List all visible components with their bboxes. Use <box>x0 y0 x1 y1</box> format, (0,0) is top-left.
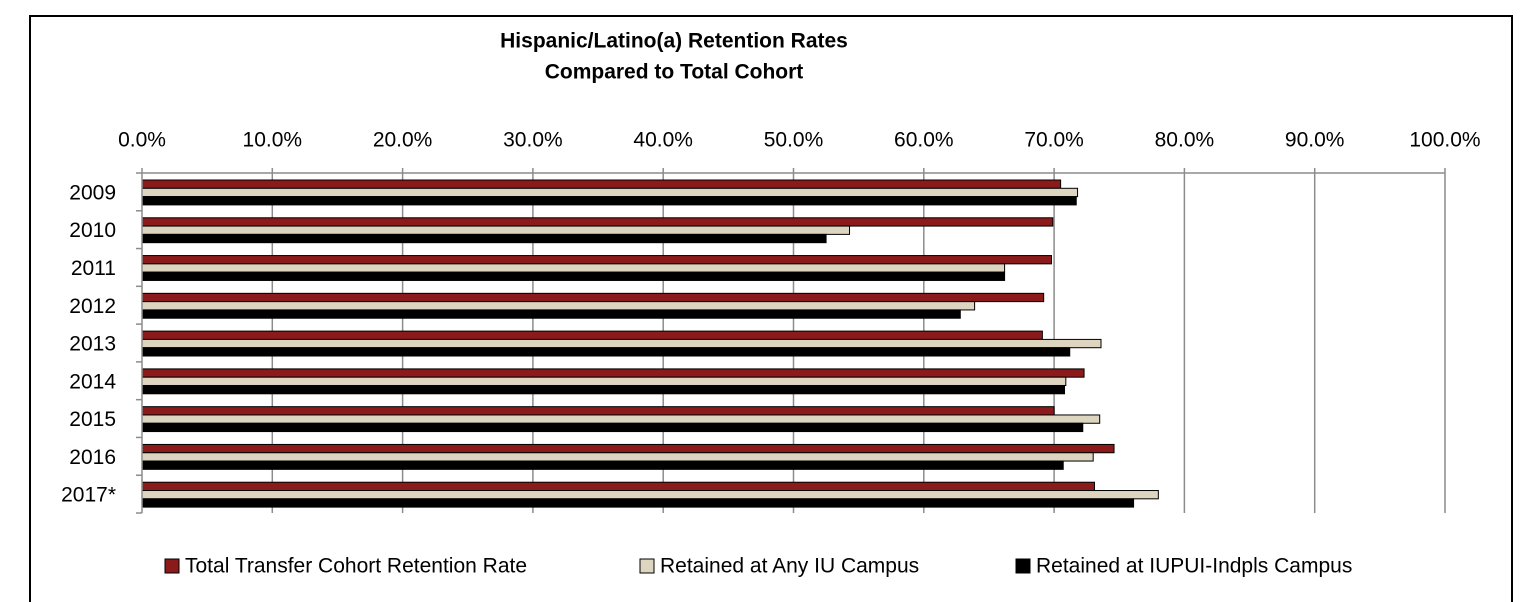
bar <box>141 301 976 311</box>
bar <box>141 271 1006 281</box>
bar <box>141 255 1052 265</box>
bar <box>141 196 1077 206</box>
x-tick-label: 80.0% <box>1155 129 1215 152</box>
y-tick-label: 2016 <box>69 446 116 469</box>
y-tick-label: 2012 <box>69 295 116 318</box>
bar <box>141 330 1043 340</box>
legend-label: Retained at Any IU Campus <box>660 555 919 578</box>
bar <box>141 498 1135 508</box>
bar <box>141 309 961 319</box>
bar <box>141 217 1054 227</box>
legend-swatch <box>164 558 180 574</box>
chart-title: Hispanic/Latino(a) Retention Rates <box>500 30 848 53</box>
bar <box>141 481 1095 492</box>
bar <box>141 384 1066 395</box>
x-tick-label: 10.0% <box>243 129 303 152</box>
bar <box>141 368 1085 378</box>
chart-subtitle: Compared to Total Cohort <box>545 61 804 84</box>
bar <box>141 452 1094 462</box>
x-tick-label: 60.0% <box>894 129 954 152</box>
y-tick-label: 2015 <box>69 408 116 431</box>
bar <box>141 179 1062 189</box>
x-tick-label: 20.0% <box>373 129 433 152</box>
x-tick-label: 50.0% <box>764 129 824 152</box>
bar <box>141 292 1045 303</box>
bar <box>141 187 1079 198</box>
y-tick-label: 2010 <box>69 219 116 242</box>
x-tick-label: 30.0% <box>503 129 563 152</box>
bar <box>141 406 1055 416</box>
y-tick-label: 2017* <box>61 484 116 507</box>
bar <box>141 443 1115 454</box>
bar <box>141 225 851 235</box>
bar <box>141 414 1101 424</box>
x-tick-label: 40.0% <box>633 129 693 152</box>
y-tick-label: 2014 <box>69 370 116 393</box>
bar <box>141 347 1071 357</box>
x-tick-label: 100.0% <box>1409 129 1480 152</box>
x-tick-label: 70.0% <box>1024 129 1084 152</box>
legend-label: Total Transfer Cohort Retention Rate <box>185 555 527 578</box>
bar <box>141 233 827 244</box>
x-tick-label: 0.0% <box>118 129 166 152</box>
bar <box>141 263 1006 273</box>
y-tick-label: 2013 <box>69 333 116 356</box>
bar <box>141 338 1102 349</box>
legend-swatch <box>639 558 655 574</box>
bar <box>141 460 1064 470</box>
y-tick-label: 2011 <box>71 257 116 280</box>
bar <box>141 422 1084 433</box>
chart-frame <box>29 15 1513 602</box>
bar <box>141 490 1159 500</box>
bar <box>141 376 1067 386</box>
legend-label: Retained at IUPUI-Indpls Campus <box>1036 555 1352 578</box>
x-tick-label: 90.0% <box>1285 129 1345 152</box>
legend-swatch <box>1015 558 1031 574</box>
y-tick-label: 2009 <box>69 181 116 204</box>
